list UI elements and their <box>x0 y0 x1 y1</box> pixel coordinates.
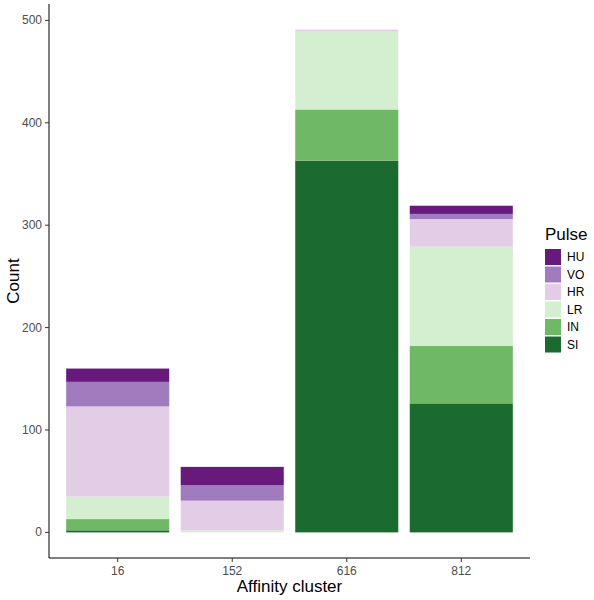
bar-segment <box>66 406 169 496</box>
y-tick <box>45 122 49 123</box>
bar-segment <box>410 206 513 214</box>
bar-segment <box>181 485 284 500</box>
legend-key <box>545 267 561 283</box>
x-tick <box>117 558 118 562</box>
chart-container: 0 100 200 300 400 500 16 152 616 812 Affinity clus… <box>0 0 594 600</box>
bar-segment <box>66 519 169 530</box>
legend-label: LR <box>567 303 583 317</box>
bar-segment <box>410 214 513 219</box>
x-tick <box>346 558 347 562</box>
x-axis-line <box>49 558 530 559</box>
y-tick-label: 100 <box>22 423 42 437</box>
bar-segment <box>295 29 398 30</box>
legend-key <box>545 319 561 335</box>
x-tick-label: 16 <box>111 564 125 578</box>
legend-label: HU <box>567 250 584 264</box>
legend-key <box>545 302 561 318</box>
y-tick-label: 0 <box>35 525 42 539</box>
y-tick-label: 500 <box>22 13 42 27</box>
bars <box>66 30 513 533</box>
x-axis-title: Affinity cluster <box>237 577 343 596</box>
x-tick <box>232 558 233 562</box>
y-axis-title: Count <box>4 258 23 304</box>
bar-segment <box>66 497 169 520</box>
bar-segment <box>66 530 169 532</box>
x-tick-label: 616 <box>337 564 357 578</box>
legend-key <box>545 249 561 265</box>
legend-key <box>545 284 561 300</box>
legend-label: IN <box>567 320 579 334</box>
bar-segment <box>410 403 513 532</box>
legend-label: HR <box>567 285 585 299</box>
y-tick-label: 300 <box>22 218 42 232</box>
chart-svg: 0 100 200 300 400 500 16 152 616 812 Affinity clus… <box>0 0 594 600</box>
y-tick <box>45 225 49 226</box>
bar-segment <box>295 30 398 32</box>
bar-segment <box>295 161 398 533</box>
bar-segment <box>295 29 398 30</box>
bar-segment <box>410 346 513 403</box>
bar-segment <box>181 501 284 531</box>
bar-segment <box>66 382 169 407</box>
y-tick <box>45 532 49 533</box>
x-tick <box>461 558 462 562</box>
legend-key <box>545 337 561 353</box>
y-tick-label: 400 <box>22 116 42 130</box>
legend-label: VO <box>567 268 584 282</box>
y-tick-label: 200 <box>22 321 42 335</box>
y-axis-line <box>49 4 50 558</box>
bar-segment <box>410 219 513 247</box>
bar-segment <box>295 32 398 110</box>
y-tick <box>45 429 49 430</box>
y-tick <box>45 20 49 21</box>
bar-segment <box>181 467 284 485</box>
bar-segment <box>181 530 284 532</box>
legend-label: SI <box>567 338 578 352</box>
x-tick-label: 152 <box>222 564 242 578</box>
x-tick-label: 812 <box>451 564 471 578</box>
bar-segment <box>66 369 169 382</box>
y-tick <box>45 327 49 328</box>
bar-segment <box>410 247 513 346</box>
bar-segment <box>295 109 398 160</box>
legend-title: Pulse <box>545 225 588 244</box>
